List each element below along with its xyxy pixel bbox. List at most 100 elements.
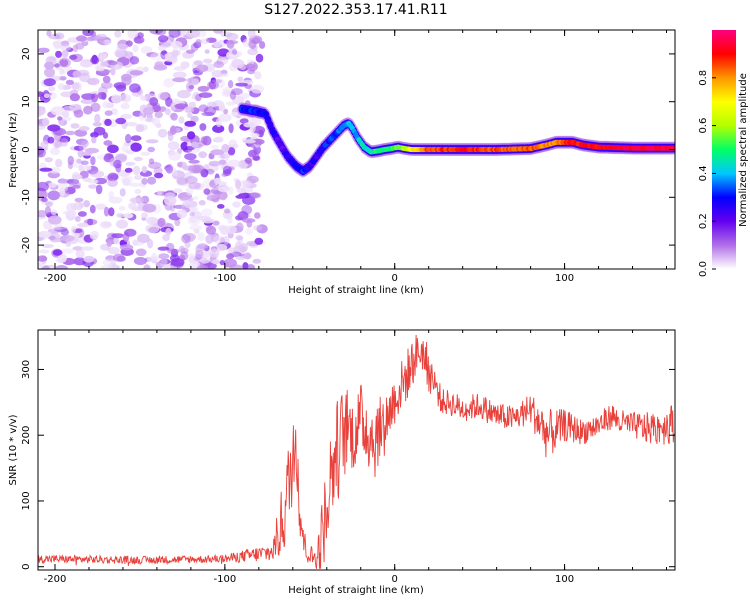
noise-blob	[243, 122, 255, 128]
noise-blob	[235, 179, 241, 190]
noise-blob	[104, 110, 113, 116]
y-tick-label: 10	[21, 95, 32, 108]
spectrogram-noise-layer	[38, 30, 268, 269]
noise-blob	[114, 30, 122, 38]
noise-blob	[193, 60, 203, 66]
noise-blob	[201, 208, 213, 217]
noise-blob	[203, 188, 211, 195]
noise-blob	[176, 209, 188, 219]
noise-blob	[87, 77, 100, 86]
ridge-core	[266, 119, 272, 125]
noise-blob	[157, 217, 166, 228]
noise-blob	[54, 140, 62, 149]
noise-blob	[80, 160, 89, 166]
noise-blob	[100, 265, 115, 269]
noise-blob	[99, 53, 108, 60]
noise-blob	[214, 177, 220, 185]
noise-blob	[244, 228, 254, 235]
noise-blob	[48, 235, 56, 240]
noise-blob	[58, 68, 65, 75]
noise-blob	[90, 102, 101, 113]
noise-blob	[66, 209, 77, 217]
noise-blob	[188, 101, 196, 109]
noise-blob	[218, 113, 232, 122]
noise-blob	[174, 219, 181, 227]
noise-blob	[242, 179, 252, 188]
noise-blob	[222, 165, 232, 175]
noise-blob	[57, 253, 67, 263]
snr-x-axis: -200 -100 0 100	[44, 330, 668, 585]
x-tick-label: -100	[214, 273, 237, 284]
noise-blob	[87, 218, 94, 226]
noise-blob	[223, 258, 237, 268]
noise-blob	[197, 85, 210, 92]
noise-blob	[218, 190, 228, 201]
noise-blob	[120, 73, 132, 82]
noise-blob	[165, 97, 173, 107]
noise-blob	[129, 70, 144, 76]
x-tick-label: 0	[392, 574, 398, 585]
noise-blob	[87, 179, 99, 184]
noise-blob	[157, 128, 168, 138]
noise-blob	[123, 50, 133, 59]
noise-blob	[247, 30, 256, 39]
noise-blob	[140, 46, 153, 54]
noise-blob	[199, 257, 210, 264]
noise-blob	[208, 160, 221, 167]
noise-blob	[107, 178, 118, 187]
noise-blob	[130, 135, 142, 142]
noise-blob	[224, 208, 231, 214]
noise-blob	[135, 124, 144, 133]
noise-blob	[165, 108, 171, 116]
colorbar-axis: 0.0 0.2 0.4 0.6 0.8	[698, 70, 716, 277]
noise-blob	[83, 150, 93, 156]
noise-blob	[114, 49, 125, 58]
noise-blob	[61, 234, 75, 242]
ridge-core	[264, 115, 270, 121]
noise-blob	[157, 92, 169, 101]
snr-line	[38, 334, 675, 569]
noise-blob	[143, 264, 151, 269]
figure-title: S127.2022.353.17.41.R11	[264, 2, 447, 18]
x-tick-label: 100	[555, 574, 574, 585]
y-tick-label: 0	[21, 146, 32, 152]
noise-blob	[94, 113, 101, 124]
noise-blob	[205, 234, 214, 244]
noise-blob	[247, 48, 258, 56]
noise-blob	[142, 203, 157, 213]
noise-blob	[107, 174, 113, 181]
noise-blob	[88, 184, 98, 189]
noise-blob	[186, 30, 200, 38]
y-tick-label: -20	[21, 237, 32, 253]
noise-blob	[132, 165, 141, 176]
noise-blob	[158, 35, 169, 43]
noise-blob	[39, 167, 53, 172]
noise-blob	[151, 252, 158, 261]
noise-blob	[78, 165, 85, 172]
noise-blob	[60, 44, 72, 52]
noise-blob	[73, 145, 84, 151]
noise-blob	[162, 234, 171, 242]
noise-blob	[175, 127, 181, 133]
noise-blob	[242, 139, 256, 144]
noise-blob	[188, 85, 194, 90]
noise-blob	[226, 253, 235, 260]
y-tick-label: -10	[21, 189, 32, 205]
noise-blob	[229, 90, 236, 100]
noise-blob	[66, 178, 80, 185]
y-tick-label: 300	[21, 360, 32, 379]
noise-blob	[184, 106, 192, 114]
noise-blob	[103, 140, 113, 146]
spectrogram-ridge-layer	[237, 102, 675, 178]
noise-blob	[215, 73, 229, 78]
noise-blob	[111, 233, 125, 239]
noise-blob	[67, 155, 75, 166]
noise-blob	[83, 105, 93, 115]
noise-blob	[199, 123, 207, 131]
noise-blob	[221, 143, 230, 153]
noise-blob	[236, 187, 247, 194]
noise-blob	[102, 101, 111, 109]
noise-blob	[70, 123, 80, 129]
colorbar-tick-label: 0.0	[698, 261, 709, 277]
